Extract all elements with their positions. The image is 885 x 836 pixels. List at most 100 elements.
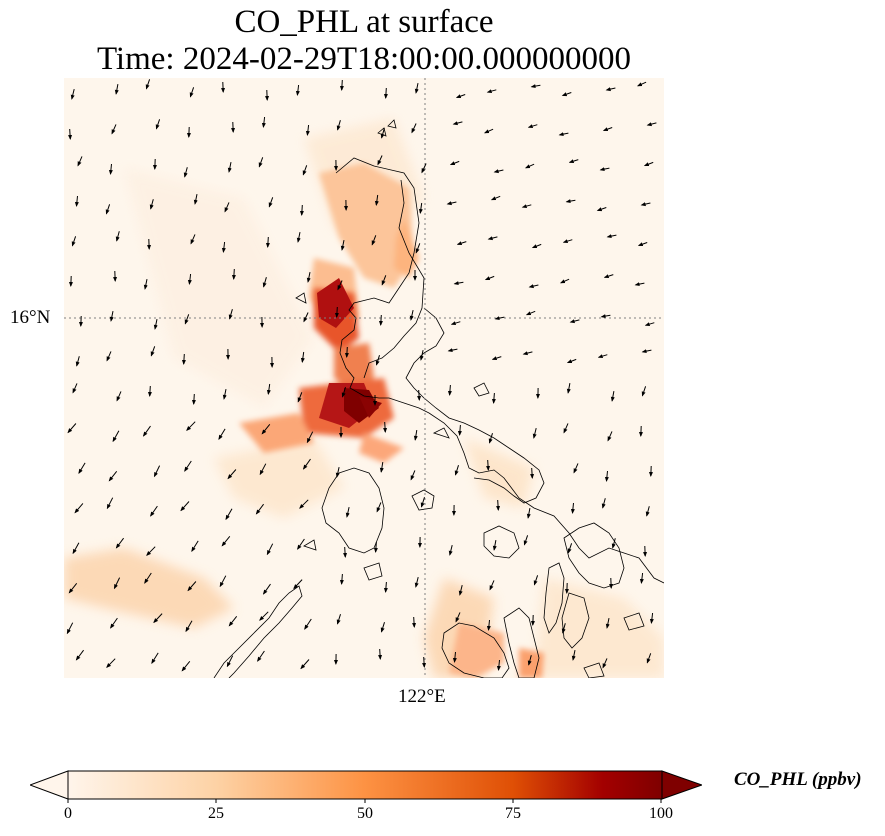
wind-arrow: [490, 195, 501, 201]
wind-arrow: [417, 389, 422, 401]
east-coast: [363, 179, 425, 379]
wind-arrow: [573, 463, 579, 474]
wind-arrow: [421, 163, 427, 174]
wind-arrow: [604, 470, 609, 482]
colorbar-label: CO_PHL (ppbv): [734, 769, 862, 790]
wind-arrow: [527, 655, 532, 666]
wind-arrow: [259, 463, 267, 476]
wind-arrow: [144, 572, 152, 584]
wind-arrow: [484, 275, 495, 281]
wind-arrow: [150, 505, 158, 517]
wind-arrow: [66, 622, 74, 635]
wind-arrow: [297, 392, 303, 403]
wind-arrow: [483, 128, 494, 134]
wind-arrow: [646, 653, 652, 664]
wind-arrow: [639, 572, 644, 584]
wind-arrow: [259, 611, 269, 621]
wind-arrow: [75, 649, 84, 661]
colorbar-tick-50: 50: [357, 805, 373, 822]
wind-arrow: [569, 319, 580, 324]
wind-arrow: [636, 81, 647, 87]
wind-arrow: [527, 124, 538, 129]
wind-arrow: [335, 466, 340, 478]
mindoro-coastline: [321, 467, 385, 554]
wind-arrow: [181, 660, 191, 672]
wind-arrow: [70, 88, 75, 100]
wind-arrow: [266, 543, 274, 556]
wind-arrow: [634, 282, 645, 287]
wind-arrow: [293, 579, 303, 590]
wind-arrow: [265, 236, 270, 248]
wind-arrow: [184, 460, 192, 472]
wind-arrow: [448, 544, 453, 556]
wind-vectors: [66, 79, 657, 672]
wind-arrow: [415, 243, 421, 254]
wind-arrow: [111, 124, 117, 135]
wind-arrow: [487, 236, 498, 241]
wind-arrow: [455, 94, 466, 99]
wind-arrow: [181, 353, 186, 365]
wind-arrow: [180, 501, 190, 512]
wind-arrow: [302, 458, 311, 470]
wind-arrow: [108, 163, 113, 175]
wind-arrow: [115, 537, 124, 549]
wind-arrow: [640, 202, 651, 207]
wind-arrow: [115, 231, 120, 242]
wind-arrow: [186, 421, 196, 432]
wind-arrow: [142, 425, 151, 437]
colorbar-tick-0: 0: [64, 805, 72, 822]
wind-arrow: [343, 546, 348, 558]
wind-arrow: [184, 314, 190, 325]
marinduque-coastline: [411, 489, 435, 511]
wind-arrow: [452, 651, 457, 663]
wind-arrow: [524, 163, 535, 169]
wind-arrow: [566, 358, 577, 364]
wind-arrow: [644, 322, 655, 327]
wind-arrow: [610, 391, 615, 402]
wind-arrow: [637, 242, 648, 247]
wind-arrow: [413, 430, 418, 441]
wind-arrow: [605, 87, 616, 92]
wind-arrow: [112, 430, 120, 443]
wind-arrow: [383, 87, 388, 99]
wind-arrow: [68, 128, 73, 140]
wind-arrow: [106, 351, 112, 362]
wind-arrow: [147, 385, 152, 397]
wind-arrow: [340, 240, 345, 251]
wind-arrow: [486, 459, 491, 471]
wind-arrow: [383, 581, 388, 593]
plot-title: CO_PHL at surface: [234, 4, 494, 40]
colorbar-tick-75: 75: [505, 805, 521, 822]
wind-arrow: [532, 427, 537, 439]
wind-arrow: [457, 424, 462, 436]
wind-arrow: [336, 120, 341, 131]
wind-arrow: [222, 389, 227, 400]
wind-arrow: [522, 351, 533, 356]
wind-arrow: [496, 659, 501, 671]
wind-arrow: [411, 123, 417, 134]
wind-arrow: [258, 157, 264, 168]
wind-arrow: [187, 273, 192, 285]
wind-arrow: [75, 356, 80, 367]
wind-arrow: [106, 658, 116, 669]
wind-arrow: [306, 431, 314, 444]
wind-arrow: [561, 92, 572, 97]
wind-arrow: [72, 542, 80, 555]
map-panel: [64, 78, 664, 678]
wind-arrow: [380, 622, 385, 633]
wind-arrow: [491, 392, 496, 404]
wind-arrow: [105, 204, 111, 215]
wind-arrow: [345, 506, 350, 518]
wind-arrow: [109, 311, 114, 322]
wind-arrow: [493, 169, 504, 174]
wind-arrow: [193, 194, 198, 205]
wind-arrow: [596, 207, 607, 212]
wind-arrow: [377, 155, 383, 166]
wind-arrow: [113, 577, 121, 590]
wind-arrow: [305, 124, 310, 136]
wind-arrow: [262, 277, 267, 288]
wind-arrow: [262, 583, 271, 595]
wind-arrow: [149, 199, 154, 210]
masbate-coastline: [483, 525, 520, 559]
wind-arrow: [649, 612, 654, 624]
